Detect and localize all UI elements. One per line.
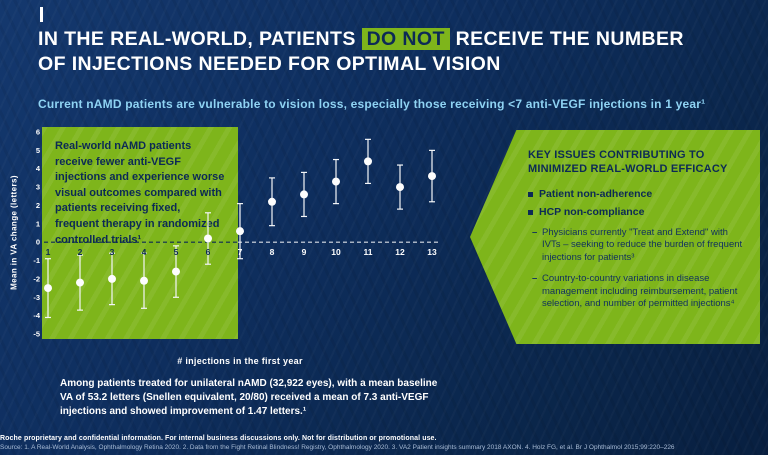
x-tick-label: 6 <box>206 247 211 257</box>
data-point <box>108 274 116 283</box>
bullet-label: HCP non-compliance <box>539 205 645 218</box>
footer-confidential: Roche proprietary and confidential infor… <box>0 435 437 442</box>
y-tick-label: 1 <box>36 219 40 228</box>
bullet-item: Patient non-adherence <box>528 188 744 200</box>
x-tick-label: 2 <box>78 247 83 257</box>
x-tick-label: 10 <box>331 247 341 257</box>
data-point <box>364 157 372 166</box>
key-issues-panel: KEY ISSUES CONTRIBUTING TO MINIMIZED REA… <box>470 130 760 344</box>
y-tick-label: 3 <box>36 183 40 192</box>
title-text-pre: IN THE REAL-WORLD, PATIENTS <box>38 28 356 50</box>
x-tick-label: 7 <box>238 247 243 257</box>
bullet-square-icon <box>528 191 533 197</box>
y-tick-label: -3 <box>33 293 40 302</box>
x-tick-label: 9 <box>302 247 307 257</box>
y-tick-label: 6 <box>36 128 40 137</box>
title-line-2: OF INJECTIONS NEEDED FOR OPTIMAL VISION <box>38 53 501 76</box>
x-tick-label: 8 <box>270 247 275 257</box>
y-axis-title: Mean in VA change (letters) <box>9 175 19 290</box>
bullet-label: Patient non-adherence <box>539 187 653 200</box>
x-tick-label: 4 <box>142 247 147 257</box>
y-tick-label: 2 <box>36 201 40 210</box>
sub-bullet-label: Physicians currently "Treat and Extend" … <box>542 226 743 263</box>
summary-text: Among patients treated for unilateral nA… <box>60 378 438 417</box>
x-axis-title: # injections in the first year <box>177 356 303 366</box>
title-text-post: RECEIVE THE NUMBER <box>455 28 684 50</box>
y-tick-label: -5 <box>33 330 40 339</box>
data-point <box>300 190 308 199</box>
x-tick-label: 11 <box>364 247 373 257</box>
title-highlight: DO NOT <box>361 28 450 50</box>
x-tick-label: 5 <box>174 247 179 257</box>
data-point <box>396 183 404 192</box>
x-tick-label: 1 <box>46 247 51 257</box>
subtitle: Current nAMD patients are vulnerable to … <box>38 97 706 111</box>
y-tick-label: -1 <box>33 256 40 265</box>
data-point <box>236 227 244 236</box>
y-tick-label: -4 <box>33 311 40 320</box>
y-tick-label: 0 <box>36 238 40 247</box>
data-point <box>332 177 340 186</box>
injection-chart: Real-world nAMD patients receive fewer a… <box>0 122 470 372</box>
data-point <box>172 267 180 276</box>
sub-bullet-label: Country-to-country variations in disease… <box>542 273 738 310</box>
y-tick-label: -2 <box>33 274 40 283</box>
x-tick-label: 13 <box>427 247 437 257</box>
data-point <box>204 234 212 243</box>
key-issues-heading: KEY ISSUES CONTRIBUTING TO MINIMIZED REA… <box>528 149 728 176</box>
bullet-item: HCP non-compliance <box>528 206 744 218</box>
data-point <box>268 197 276 206</box>
sub-bullet-item: – Physicians currently "Treat and Extend… <box>532 227 744 265</box>
key-issues-content: KEY ISSUES CONTRIBUTING TO MINIMIZED REA… <box>470 130 760 311</box>
y-tick-label: 5 <box>36 146 40 155</box>
dash-icon: – <box>532 226 538 238</box>
data-point <box>428 172 436 181</box>
data-point <box>44 284 52 293</box>
page-title: IN THE REAL-WORLD, PATIENTS DO NOT RECEI… <box>38 27 754 78</box>
chart-insight-text: Real-world nAMD patients receive fewer a… <box>55 140 225 246</box>
y-tick-label: 4 <box>36 164 41 173</box>
x-tick-label: 12 <box>395 247 405 257</box>
bullet-square-icon <box>528 209 533 215</box>
title-accent-mark <box>40 7 43 22</box>
dash-icon: – <box>532 273 538 285</box>
sub-bullet-item: – Country-to-country variations in disea… <box>532 273 744 311</box>
footer-sources: Source: 1. A Real-World Analysis, Ophtha… <box>0 444 675 451</box>
chart-insight-panel: Real-world nAMD patients receive fewer a… <box>42 127 238 339</box>
x-tick-label: 3 <box>110 247 115 257</box>
title-line-1: IN THE REAL-WORLD, PATIENTS DO NOT RECEI… <box>38 27 754 52</box>
data-point <box>76 278 84 287</box>
data-point <box>140 276 148 285</box>
